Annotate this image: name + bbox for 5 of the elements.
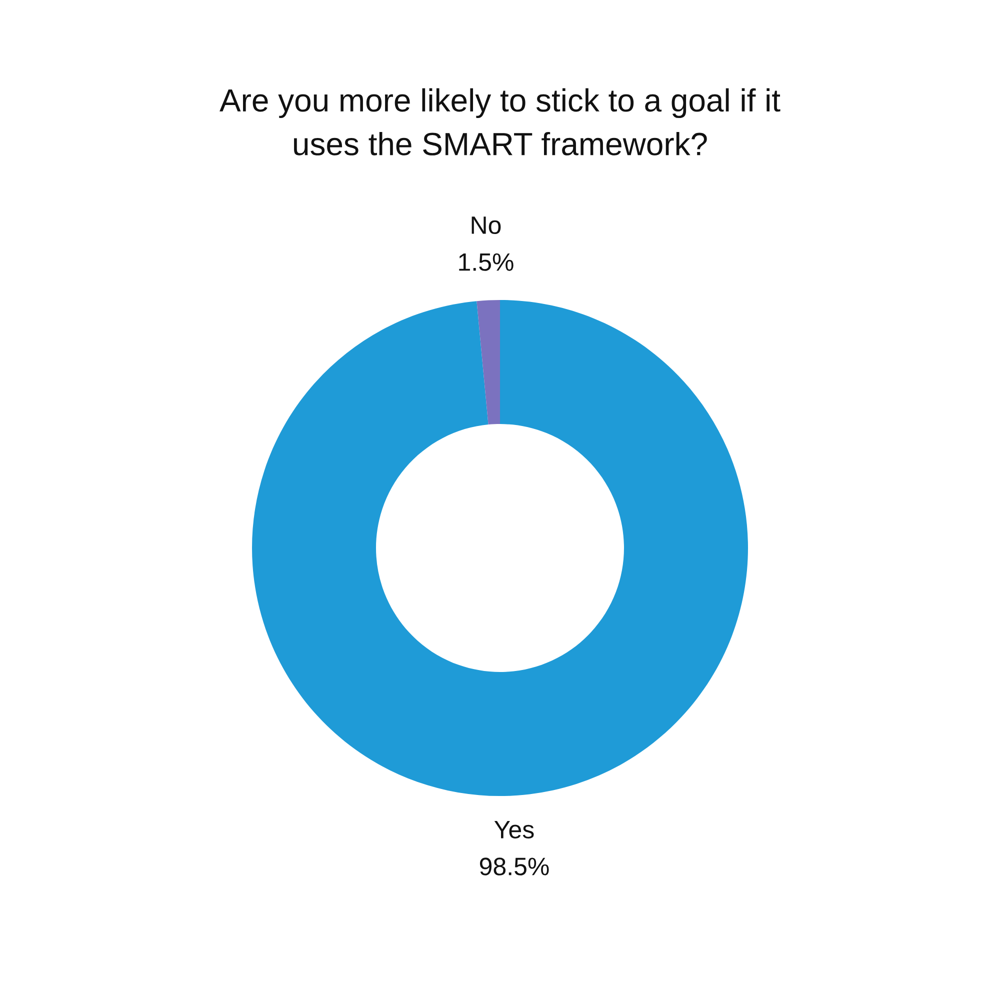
slice-label: No	[472, 216, 501, 234]
data-label: 98.5%	[480, 858, 549, 876]
slice-label: Yes	[494, 821, 534, 838]
data-label: 1.5%	[459, 253, 514, 271]
chart-title: Are you more likely to stick to a goal if it uses the SMART framework?	[220, 88, 780, 156]
